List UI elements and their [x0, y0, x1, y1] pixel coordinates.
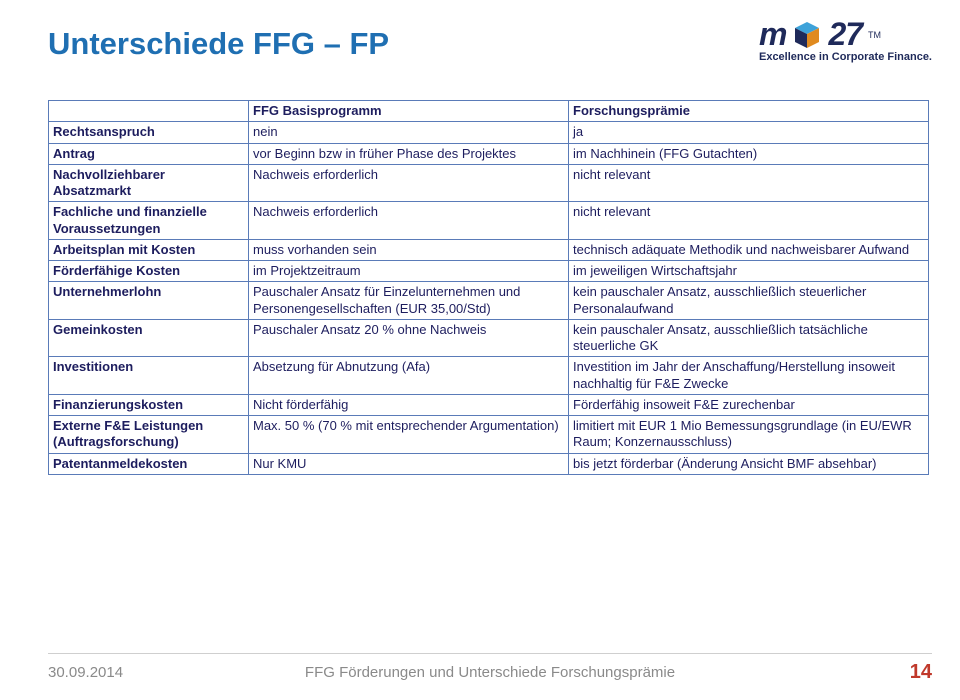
row-ffg: Pauschaler Ansatz für Einzelunternehmen … — [249, 282, 569, 320]
row-fp: Förderfähig insoweit F&E zurechenbar — [569, 394, 929, 415]
row-fp: nicht relevant — [569, 202, 929, 240]
table-header-fp: Forschungsprämie — [569, 101, 929, 122]
row-label: Unternehmerlohn — [49, 282, 249, 320]
table-row: Nachvollziehbarer AbsatzmarktNachweis er… — [49, 164, 929, 202]
row-label: Patentanmeldekosten — [49, 453, 249, 474]
footer-title: FFG Förderungen und Unterschiede Forschu… — [48, 664, 932, 681]
row-fp: kein pauschaler Ansatz, ausschließlich t… — [569, 319, 929, 357]
table-row: FinanzierungskostenNicht förderfähigFörd… — [49, 394, 929, 415]
row-label: Investitionen — [49, 357, 249, 395]
row-ffg: Nur KMU — [249, 453, 569, 474]
row-label: Finanzierungskosten — [49, 394, 249, 415]
row-ffg: Nachweis erforderlich — [249, 202, 569, 240]
table-header-row: FFG Basisprogramm Forschungsprämie — [49, 101, 929, 122]
row-label: Gemeinkosten — [49, 319, 249, 357]
footer-divider — [48, 653, 932, 654]
row-label: Arbeitsplan mit Kosten — [49, 239, 249, 260]
table-row: PatentanmeldekostenNur KMUbis jetzt förd… — [49, 453, 929, 474]
table-row: Förderfähige Kostenim Projektzeitraumim … — [49, 261, 929, 282]
row-ffg: Max. 50 % (70 % mit entsprechender Argum… — [249, 416, 569, 454]
logo-tagline: Excellence in Corporate Finance. — [759, 51, 932, 63]
row-ffg: nein — [249, 122, 569, 143]
row-fp: ja — [569, 122, 929, 143]
footer-date: 30.09.2014 — [48, 664, 123, 681]
row-ffg: Nicht förderfähig — [249, 394, 569, 415]
row-label: Förderfähige Kosten — [49, 261, 249, 282]
row-label: Antrag — [49, 143, 249, 164]
row-label: Fachliche und finanzielle Voraussetzunge… — [49, 202, 249, 240]
logo-tm: TM — [868, 30, 881, 40]
row-fp: kein pauschaler Ansatz, ausschließlich s… — [569, 282, 929, 320]
logo-number: 27 — [828, 16, 862, 53]
logo-cube-icon — [792, 20, 822, 50]
row-fp: bis jetzt förderbar (Änderung Ansicht BM… — [569, 453, 929, 474]
row-fp: limitiert mit EUR 1 Mio Bemessungsgrundl… — [569, 416, 929, 454]
page-title: Unterschiede FFG – FP — [48, 26, 389, 62]
row-ffg: muss vorhanden sein — [249, 239, 569, 260]
row-label: Nachvollziehbarer Absatzmarkt — [49, 164, 249, 202]
row-ffg: Absetzung für Abnutzung (Afa) — [249, 357, 569, 395]
table-row: Fachliche und finanzielle Voraussetzunge… — [49, 202, 929, 240]
table-row: GemeinkostenPauschaler Ansatz 20 % ohne … — [49, 319, 929, 357]
table-row: UnternehmerlohnPauschaler Ansatz für Ein… — [49, 282, 929, 320]
logo: m 27 TM Excellence in Corporate Finance. — [759, 16, 932, 63]
row-fp: nicht relevant — [569, 164, 929, 202]
table-row: Rechtsanspruchneinja — [49, 122, 929, 143]
table-row: InvestitionenAbsetzung für Abnutzung (Af… — [49, 357, 929, 395]
row-ffg: Pauschaler Ansatz 20 % ohne Nachweis — [249, 319, 569, 357]
row-ffg: vor Beginn bzw in früher Phase des Proje… — [249, 143, 569, 164]
row-fp: im jeweiligen Wirtschaftsjahr — [569, 261, 929, 282]
row-label: Rechtsanspruch — [49, 122, 249, 143]
row-ffg: im Projektzeitraum — [249, 261, 569, 282]
comparison-table: FFG Basisprogramm Forschungsprämie Recht… — [48, 100, 928, 475]
row-fp: technisch adäquate Methodik und nachweis… — [569, 239, 929, 260]
row-ffg: Nachweis erforderlich — [249, 164, 569, 202]
table-row: Externe F&E Leistungen (Auftragsforschun… — [49, 416, 929, 454]
logo-letter: m — [759, 16, 786, 53]
row-fp: Investition im Jahr der Anschaffung/Hers… — [569, 357, 929, 395]
row-label: Externe F&E Leistungen (Auftragsforschun… — [49, 416, 249, 454]
footer: 30.09.2014 FFG Förderungen und Unterschi… — [48, 661, 932, 684]
table-row: Antragvor Beginn bzw in früher Phase des… — [49, 143, 929, 164]
page-number: 14 — [910, 661, 932, 684]
table-header-ffg: FFG Basisprogramm — [249, 101, 569, 122]
table-row: Arbeitsplan mit Kostenmuss vorhanden sei… — [49, 239, 929, 260]
table-header-empty — [49, 101, 249, 122]
row-fp: im Nachhinein (FFG Gutachten) — [569, 143, 929, 164]
